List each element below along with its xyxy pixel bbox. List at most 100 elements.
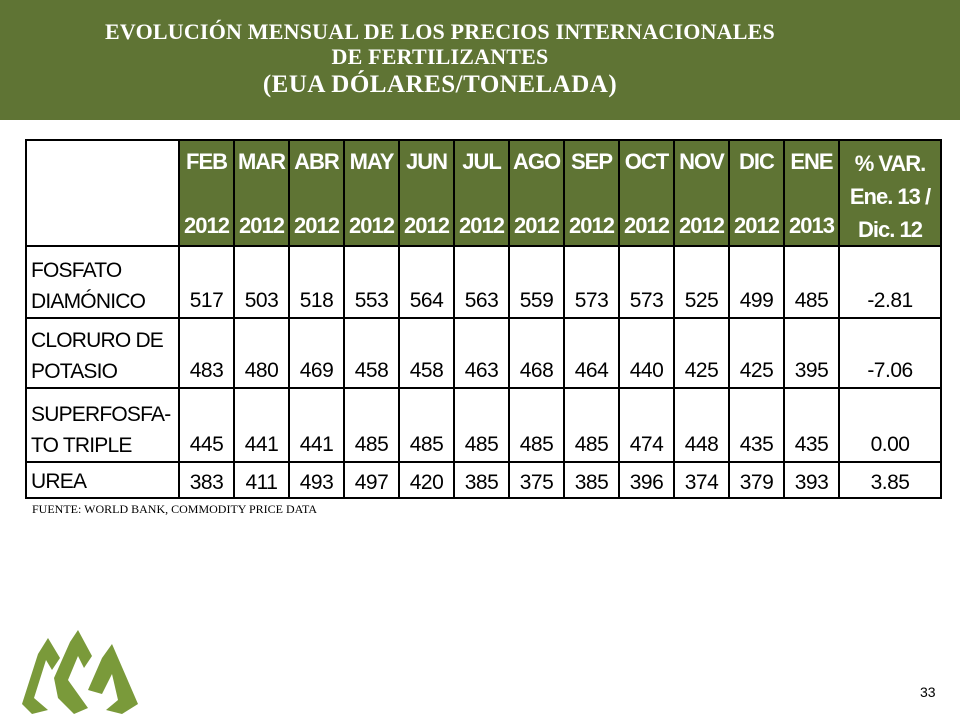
mountains-logo-icon: [22, 630, 138, 714]
page-number: 33: [920, 684, 936, 700]
price-cell: 435: [728, 387, 785, 463]
price-cell: 385: [453, 461, 510, 499]
price-cell: 395: [783, 317, 840, 389]
price-cell: 518: [288, 245, 345, 319]
table-row: SUPERFOSFA- TO TRIPLE 445 441 441 485 485…: [25, 387, 942, 463]
column-header-month: MAY: [349, 149, 395, 174]
table-header-row: FEB 2012 MAR 2012 ABR 2012 MAY 2012 JUN 2012 …: [25, 139, 942, 247]
price-cell: 445: [178, 387, 235, 463]
column-header-year: 2012: [459, 213, 505, 238]
price-cell: 393: [783, 461, 840, 499]
column-header-year: 2012: [239, 213, 285, 238]
price-cell: 497: [343, 461, 400, 499]
price-cell: 573: [618, 245, 675, 319]
column-header-year: 2012: [294, 213, 340, 238]
table-row: CLORURO DE POTASIO 483 480 469 458 458 46…: [25, 317, 942, 389]
pct-change-cell: -7.06: [838, 317, 942, 389]
row-label: UREA: [25, 461, 180, 499]
column-header: DIC 2012: [728, 139, 785, 247]
price-cell: 375: [508, 461, 565, 499]
price-cell: 396: [618, 461, 675, 499]
pct-header-line-1: % VAR.: [854, 151, 927, 176]
column-header: JUL 2012: [453, 139, 510, 247]
price-cell: 499: [728, 245, 785, 319]
column-header-month: JUL: [462, 149, 502, 174]
column-header: JUN 2012: [398, 139, 455, 247]
column-header: SEP 2012: [563, 139, 620, 247]
column-header: NOV 2012: [673, 139, 730, 247]
price-cell: 425: [673, 317, 730, 389]
pct-change-cell: -2.81: [838, 245, 942, 319]
price-cell: 458: [398, 317, 455, 389]
fertilizer-price-table: FEB 2012 MAR 2012 ABR 2012 MAY 2012 JUN 2012 …: [25, 139, 942, 499]
price-cell: 435: [783, 387, 840, 463]
price-cell: 525: [673, 245, 730, 319]
pct-change-cell: 0.00: [838, 387, 942, 463]
table-row: FOSFATO DIAMÓNICO 517 503 518 553 564 563…: [25, 245, 942, 319]
column-header-year: 2012: [624, 213, 670, 238]
price-cell: 485: [563, 387, 620, 463]
pct-change-header: % VAR. Ene. 13 / Dic. 12: [838, 139, 942, 247]
column-header: FEB 2012: [178, 139, 235, 247]
column-header-year: 2012: [184, 213, 230, 238]
price-cell: 503: [233, 245, 290, 319]
price-cell: 420: [398, 461, 455, 499]
price-cell: 448: [673, 387, 730, 463]
row-label: CLORURO DE POTASIO: [25, 317, 180, 389]
price-cell: 563: [453, 245, 510, 319]
price-cell: 468: [508, 317, 565, 389]
price-cell: 480: [233, 317, 290, 389]
price-cell: 425: [728, 317, 785, 389]
column-header-month: AGO: [512, 149, 561, 174]
row-label-line-1: SUPERFOSFA-: [31, 403, 171, 426]
column-header-year: 2012: [679, 213, 725, 238]
price-cell: 374: [673, 461, 730, 499]
price-cell: 485: [398, 387, 455, 463]
price-cell: 559: [508, 245, 565, 319]
row-label-line-2: TO TRIPLE: [31, 434, 132, 457]
price-cell: 517: [178, 245, 235, 319]
row-label-line-1: CLORURO DE: [31, 329, 164, 352]
column-header-year: 2013: [789, 213, 835, 238]
price-cell: 553: [343, 245, 400, 319]
column-header-month: JUN: [405, 149, 448, 174]
price-cell: 469: [288, 317, 345, 389]
column-header-month: DIC: [739, 149, 775, 174]
price-cell: 485: [508, 387, 565, 463]
price-cell: 379: [728, 461, 785, 499]
table-corner-cell: [25, 139, 180, 247]
title-banner: EVOLUCIÓN MENSUAL DE LOS PRECIOS INTERNA…: [0, 0, 960, 120]
column-header-month: NOV: [679, 149, 725, 174]
price-cell: 440: [618, 317, 675, 389]
pct-change-cell: 3.85: [838, 461, 942, 499]
row-label-line-2: POTASIO: [31, 360, 118, 383]
column-header-year: 2012: [404, 213, 450, 238]
pct-header-line-2: Ene. 13 /: [849, 184, 931, 209]
price-cell: 383: [178, 461, 235, 499]
price-cell: 485: [343, 387, 400, 463]
column-header: OCT 2012: [618, 139, 675, 247]
title-line-2: DE FERTILIZANTES: [331, 44, 549, 69]
price-cell: 385: [563, 461, 620, 499]
column-header-month: ABR: [294, 149, 340, 174]
price-cell: 441: [288, 387, 345, 463]
column-header: ENE 2013: [783, 139, 840, 247]
row-label: SUPERFOSFA- TO TRIPLE: [25, 387, 180, 463]
price-cell: 441: [233, 387, 290, 463]
column-header-month: FEB: [186, 149, 228, 174]
column-header-month: MAR: [237, 149, 286, 174]
price-cell: 564: [398, 245, 455, 319]
column-header-year: 2012: [349, 213, 395, 238]
column-header-year: 2012: [734, 213, 780, 238]
table-row: UREA 383 411 493 497 420 385 375 385 396…: [25, 461, 942, 499]
row-label-line-2: DIAMÓNICO: [31, 290, 146, 313]
price-cell: 463: [453, 317, 510, 389]
column-header: ABR 2012: [288, 139, 345, 247]
title-line-3: (EUA DÓLARES/TONELADA): [262, 71, 618, 98]
column-header: MAY 2012: [343, 139, 400, 247]
column-header-month: OCT: [624, 149, 669, 174]
column-header: AGO 2012: [508, 139, 565, 247]
price-cell: 411: [233, 461, 290, 499]
column-header-month: SEP: [570, 149, 613, 174]
price-cell: 458: [343, 317, 400, 389]
